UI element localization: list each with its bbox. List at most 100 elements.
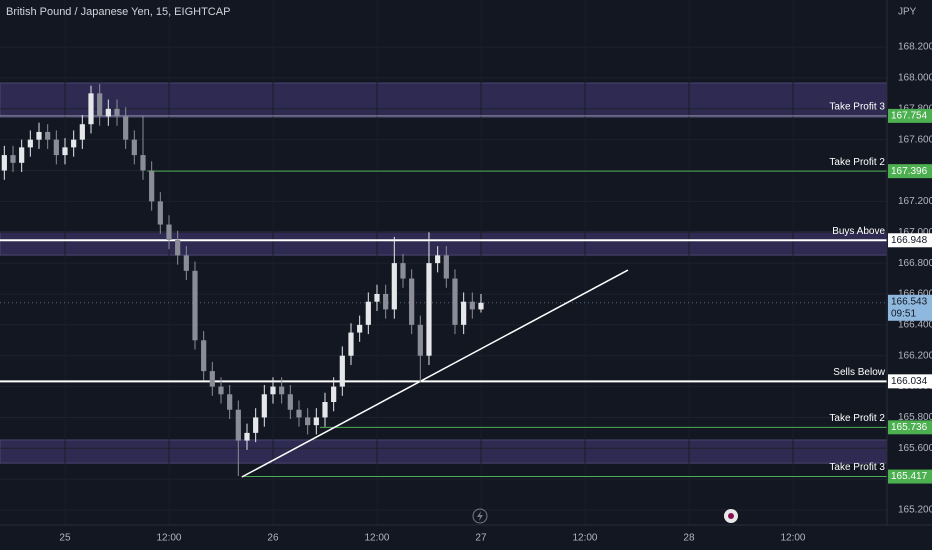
level-name: Take Profit 2 <box>829 413 885 424</box>
candle-body <box>426 263 432 356</box>
level-price-box <box>888 420 932 435</box>
level-price: 167.754 <box>891 111 928 122</box>
candle-body <box>10 155 16 163</box>
event-icon[interactable] <box>472 508 488 524</box>
candle-body <box>279 386 285 395</box>
x-tick-label: 26 <box>267 533 279 544</box>
level-price-box <box>888 374 932 389</box>
level-name: Take Profit 2 <box>829 157 885 168</box>
candle-body <box>270 386 276 395</box>
candle-body <box>105 108 111 117</box>
candle-body <box>313 417 319 426</box>
event-icon-ring <box>472 508 488 524</box>
candle-body <box>209 371 215 387</box>
candle-body <box>383 293 389 310</box>
level-name: Sells Below <box>833 367 885 378</box>
candle-body <box>331 386 337 403</box>
candle-body <box>417 324 423 356</box>
candle-body <box>348 332 354 356</box>
x-tick-label: 27 <box>475 533 487 544</box>
levels <box>0 115 887 478</box>
candle-body <box>244 432 250 441</box>
x-tick-label: 28 <box>683 533 695 544</box>
candle-body <box>36 131 42 140</box>
level-price-box <box>888 233 932 248</box>
x-tick-label: 25 <box>59 533 71 544</box>
y-tick-label: 168.000 <box>898 73 932 84</box>
candle-body <box>218 386 224 395</box>
level-price-box <box>888 469 932 484</box>
level-name: Take Profit 3 <box>829 102 885 113</box>
candle-body <box>123 116 129 140</box>
x-tick-label: 12:00 <box>780 533 805 544</box>
candle-body <box>391 263 397 310</box>
zone <box>0 439 888 464</box>
candle-body <box>183 255 189 271</box>
y-tick-label: 167.200 <box>898 196 932 207</box>
candle-body <box>365 301 371 325</box>
candle-body <box>461 301 467 325</box>
last-price-box <box>888 294 932 321</box>
candle-body <box>227 394 233 410</box>
candle-body <box>1 155 7 171</box>
candle-body <box>166 224 172 240</box>
candle-body <box>114 108 120 117</box>
candle-body <box>478 302 484 310</box>
candle-body <box>374 293 380 302</box>
candle-body <box>296 409 302 418</box>
level-price-box <box>888 164 932 179</box>
x-tick-label: 12:00 <box>364 533 389 544</box>
candle-body <box>322 402 328 418</box>
level-price-box <box>888 108 932 123</box>
trend-line <box>241 269 629 478</box>
y-tick-label: 165.200 <box>898 505 932 516</box>
level-name: Take Profit 3 <box>829 462 885 473</box>
candle-body <box>400 263 406 279</box>
candle-body <box>469 301 475 310</box>
currency: JPY <box>898 7 917 18</box>
y-tick-label: 165.600 <box>898 443 932 454</box>
candle-body <box>88 93 94 125</box>
labels: Take Profit 3 167.754 Take Profit 2 167.396… <box>829 102 932 484</box>
candle-body <box>201 340 207 372</box>
candle-body <box>435 255 441 264</box>
candle-body <box>339 355 345 387</box>
last-price: 166.543 <box>891 296 928 307</box>
candle-body <box>62 147 68 156</box>
level-price: 166.034 <box>891 376 928 387</box>
level-price: 167.396 <box>891 166 928 177</box>
candle-body <box>235 409 241 441</box>
y-tick-label: 168.200 <box>898 42 932 53</box>
candle-body <box>131 139 137 156</box>
zone <box>0 231 888 256</box>
candle-body <box>157 201 163 225</box>
zones <box>0 82 888 464</box>
candle-body <box>19 147 25 163</box>
candle-body <box>253 417 259 433</box>
y-tick-label: 167.600 <box>898 134 932 145</box>
candle-body <box>452 278 458 325</box>
dividend-icon[interactable] <box>724 509 738 523</box>
candles <box>1 84 484 477</box>
candle-body <box>443 255 449 279</box>
dividend-icon-dot <box>728 513 734 519</box>
level-price: 166.948 <box>891 235 928 246</box>
x-tick-label: 12:00 <box>156 533 181 544</box>
x-tick-label: 12:00 <box>572 533 597 544</box>
y-tick-label: 166.600 <box>898 289 932 300</box>
level-name: Buys Above <box>832 226 885 237</box>
candle-body <box>53 139 59 156</box>
candle-body <box>45 131 51 140</box>
candle-body <box>79 124 85 140</box>
candle-body <box>175 239 181 256</box>
candle-body <box>305 417 311 426</box>
candle-body <box>71 139 77 148</box>
candle-body <box>140 155 146 171</box>
event-icon-bolt <box>477 511 483 521</box>
level-price: 165.417 <box>891 471 928 482</box>
level-price: 165.736 <box>891 422 928 433</box>
